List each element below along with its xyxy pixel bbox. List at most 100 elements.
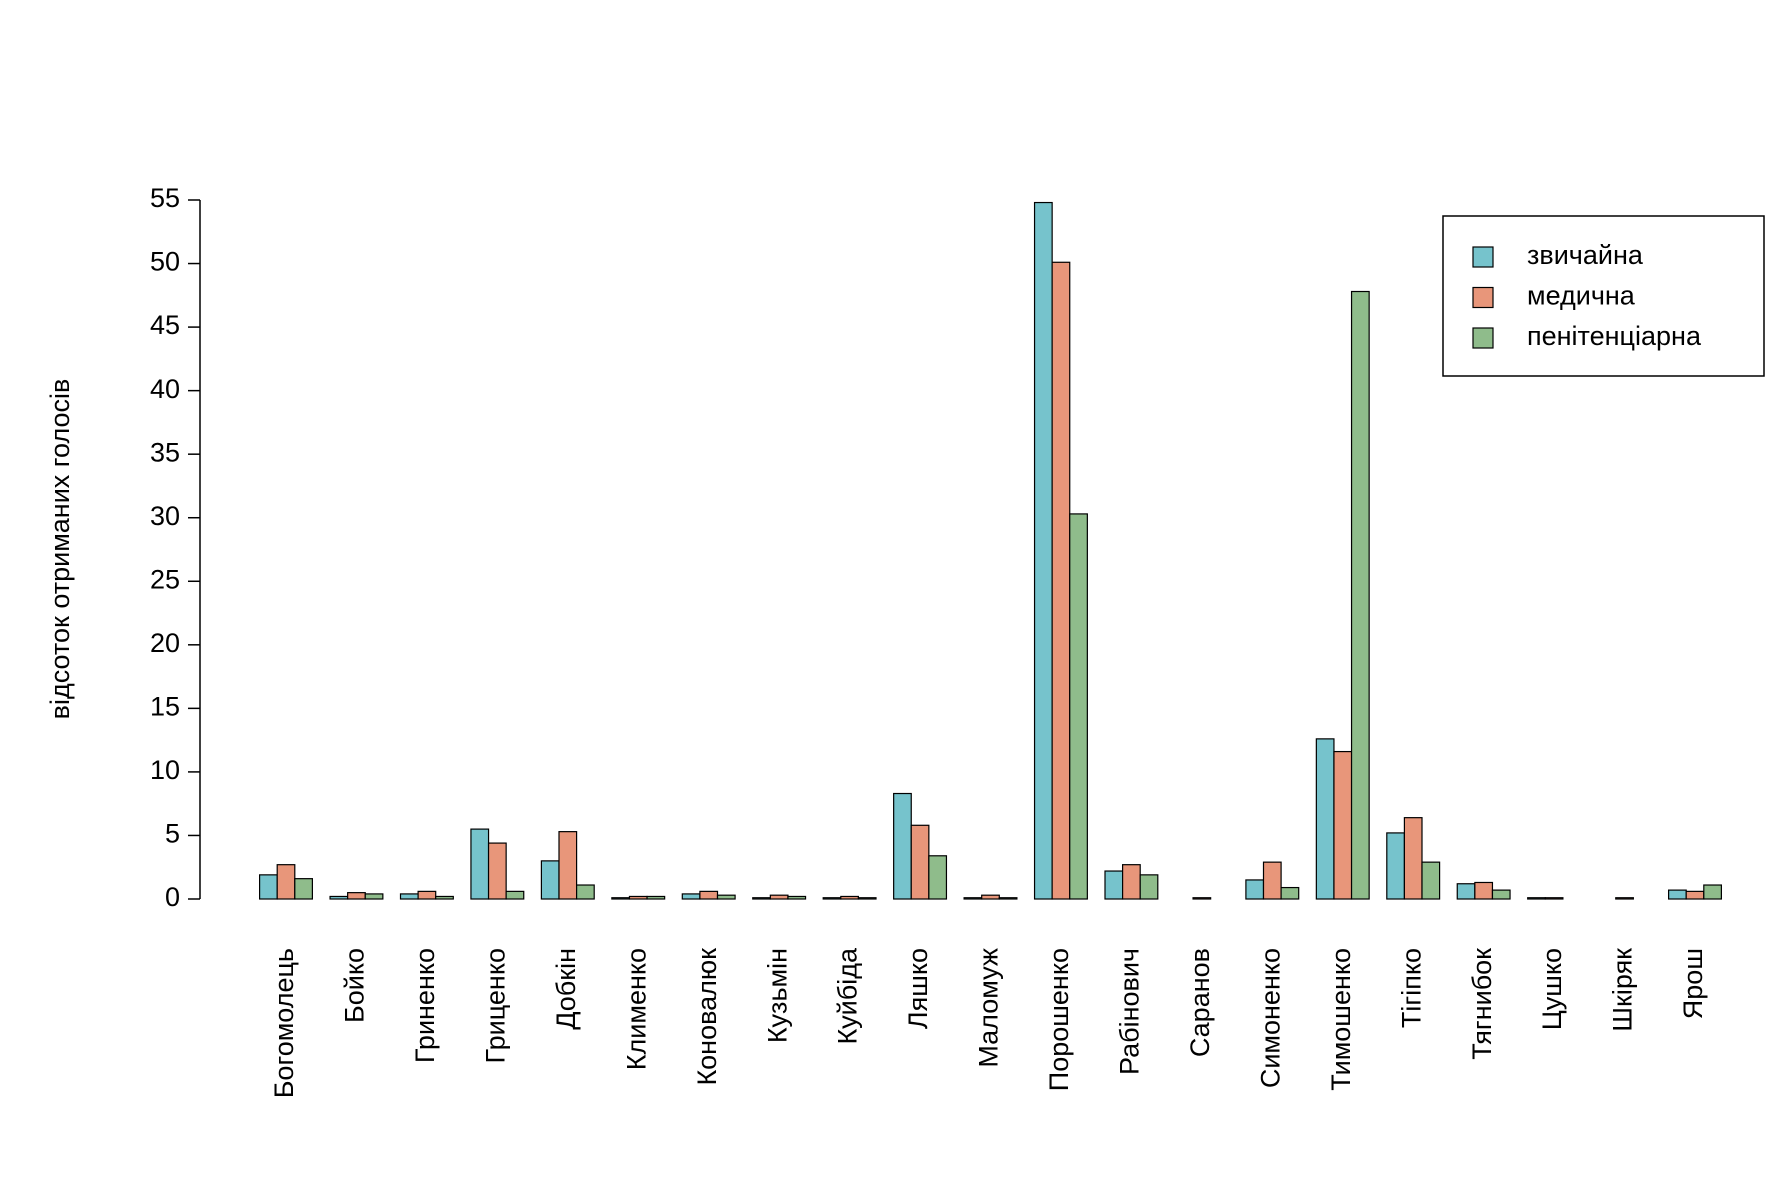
x-tick-label: Тимошенко bbox=[1326, 948, 1356, 1091]
bar bbox=[1192, 897, 1212, 900]
x-tick-label: Рабінович bbox=[1115, 948, 1145, 1075]
y-tick-label: 35 bbox=[150, 437, 180, 467]
x-tick-label: Гриненко bbox=[410, 948, 440, 1063]
x-tick-label: Бойко bbox=[340, 948, 370, 1023]
bar bbox=[1315, 738, 1335, 900]
bar bbox=[347, 892, 366, 900]
y-tick-label: 30 bbox=[150, 501, 180, 531]
bar bbox=[1069, 513, 1088, 900]
bar bbox=[998, 897, 1018, 900]
bar bbox=[893, 792, 912, 900]
bar bbox=[963, 897, 983, 900]
y-tick-label: 5 bbox=[165, 819, 180, 849]
bar bbox=[1527, 897, 1546, 900]
x-tick-label: Ярош bbox=[1678, 948, 1708, 1019]
bar bbox=[259, 874, 278, 900]
bar bbox=[1685, 890, 1705, 900]
x-tick-label: Куйбіда bbox=[833, 947, 863, 1045]
bar bbox=[1350, 290, 1370, 900]
bar bbox=[1544, 897, 1564, 900]
bar bbox=[1139, 874, 1159, 900]
legend-label: звичайна bbox=[1527, 240, 1644, 270]
bar bbox=[611, 897, 631, 900]
bar bbox=[1333, 750, 1353, 900]
bar bbox=[1403, 817, 1423, 900]
x-tick-label: Гриценко bbox=[480, 948, 510, 1063]
y-tick-label: 0 bbox=[165, 882, 180, 912]
x-tick-label: Саранов bbox=[1185, 948, 1215, 1057]
bar bbox=[1121, 864, 1141, 900]
bar bbox=[470, 828, 490, 900]
y-axis-label: відсоток отриманих голосів bbox=[45, 379, 75, 720]
bar bbox=[646, 895, 666, 900]
bar bbox=[857, 897, 877, 900]
bar bbox=[575, 884, 595, 900]
bar bbox=[1033, 201, 1053, 900]
bar bbox=[1104, 870, 1124, 900]
bar bbox=[1474, 881, 1494, 900]
x-tick-label: Богомолець bbox=[269, 948, 299, 1098]
bar bbox=[505, 890, 525, 900]
bar bbox=[1456, 883, 1476, 900]
bar bbox=[752, 897, 771, 900]
x-tick-label: Тігіпко bbox=[1396, 948, 1426, 1028]
bar bbox=[910, 824, 930, 900]
bar bbox=[1667, 889, 1687, 900]
x-tick-label: Порошенко bbox=[1044, 948, 1074, 1091]
y-tick-label: 40 bbox=[150, 374, 180, 404]
x-tick-label: Шкіряк bbox=[1608, 948, 1638, 1032]
bar bbox=[1280, 886, 1300, 900]
legend-label: пенітенціарна bbox=[1527, 321, 1702, 351]
legend-swatch bbox=[1472, 246, 1494, 268]
x-tick-label: Клименко bbox=[621, 948, 651, 1070]
x-tick-label: Симоненко bbox=[1255, 948, 1285, 1088]
x-tick-label: Тягнибок bbox=[1467, 948, 1497, 1060]
bar bbox=[1491, 889, 1511, 900]
y-tick-label: 20 bbox=[150, 628, 180, 658]
bar bbox=[276, 864, 296, 900]
bar bbox=[540, 860, 560, 900]
legend-box bbox=[1442, 215, 1765, 377]
bar bbox=[787, 895, 807, 900]
bar bbox=[1051, 261, 1071, 900]
bar bbox=[1245, 879, 1265, 900]
bar bbox=[364, 893, 384, 900]
bar bbox=[417, 890, 437, 900]
bar bbox=[716, 894, 736, 900]
y-tick-label: 25 bbox=[150, 564, 180, 594]
x-tick-label: Цушко bbox=[1537, 948, 1567, 1030]
bar bbox=[1615, 897, 1634, 900]
y-tick-label: 10 bbox=[150, 755, 180, 785]
bar bbox=[399, 893, 419, 900]
legend-label: медична bbox=[1527, 281, 1636, 311]
y-tick-label: 55 bbox=[150, 183, 180, 213]
bar bbox=[558, 831, 578, 900]
y-tick-label: 15 bbox=[150, 691, 180, 721]
bar bbox=[435, 895, 454, 900]
bar bbox=[329, 895, 349, 900]
x-tick-label: Коновалюк bbox=[692, 948, 722, 1086]
bar bbox=[981, 894, 1000, 900]
x-tick-label: Кузьмін bbox=[762, 948, 792, 1043]
bar bbox=[1421, 861, 1441, 900]
bar bbox=[487, 842, 507, 900]
y-tick-label: 50 bbox=[150, 247, 180, 277]
x-tick-label: Маломуж bbox=[974, 948, 1004, 1068]
bar bbox=[1262, 861, 1282, 900]
bar bbox=[769, 894, 789, 900]
x-tick-label: Добкін bbox=[551, 948, 581, 1030]
bar bbox=[840, 895, 859, 900]
bar bbox=[1386, 832, 1406, 900]
legend-swatch bbox=[1472, 327, 1494, 349]
x-tick-label: Ляшко bbox=[903, 948, 933, 1029]
bar bbox=[822, 897, 842, 900]
bar bbox=[928, 855, 948, 900]
bar bbox=[699, 890, 719, 900]
bar bbox=[628, 895, 648, 900]
bar bbox=[681, 893, 701, 900]
legend-swatch bbox=[1472, 286, 1494, 309]
bar bbox=[294, 878, 313, 900]
y-tick-label: 45 bbox=[150, 310, 180, 340]
bar bbox=[1703, 884, 1723, 900]
